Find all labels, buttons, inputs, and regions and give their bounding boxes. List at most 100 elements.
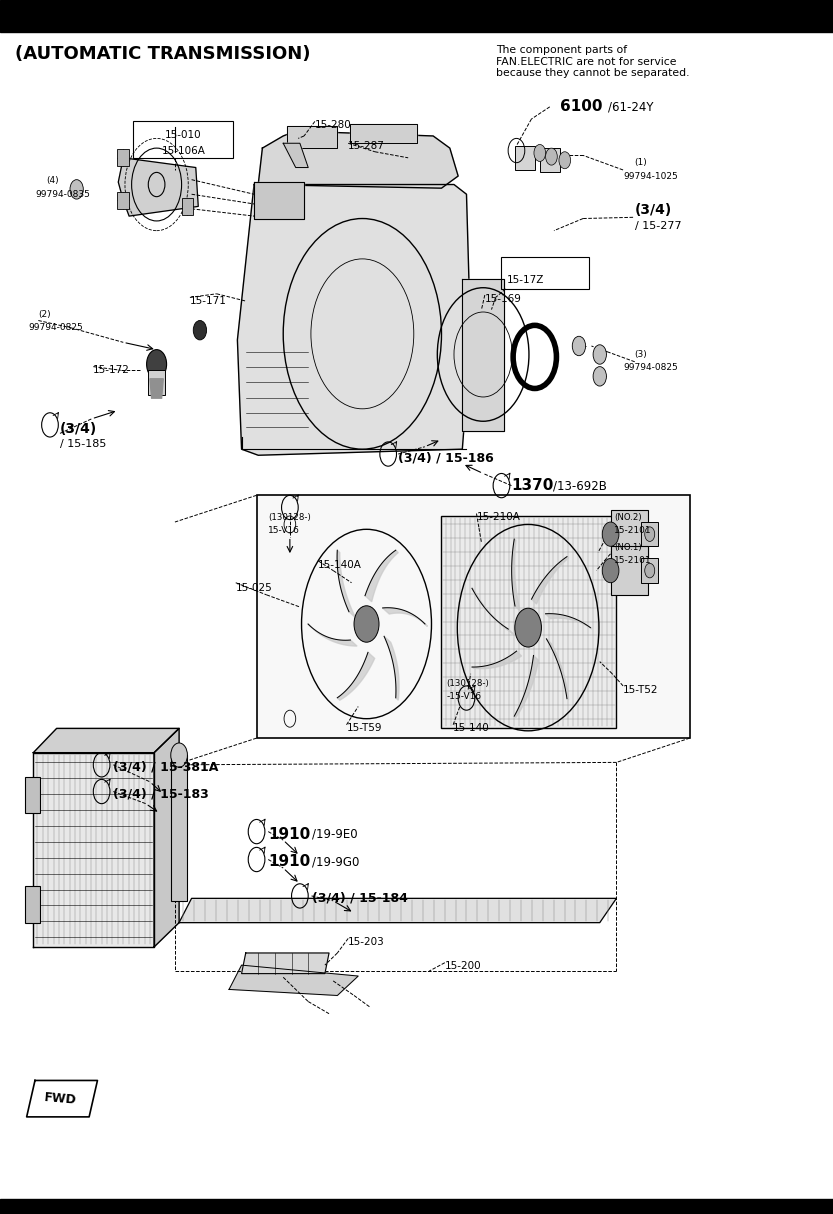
Text: 99794-1025: 99794-1025 — [623, 171, 678, 181]
Polygon shape — [462, 279, 504, 431]
Polygon shape — [258, 131, 458, 188]
Text: FWD: FWD — [43, 1090, 77, 1107]
Polygon shape — [33, 728, 179, 753]
Bar — [117, 192, 129, 209]
Circle shape — [147, 350, 167, 379]
Text: 15-140: 15-140 — [453, 724, 490, 733]
Polygon shape — [511, 539, 520, 611]
Text: -15-V16: -15-V16 — [446, 692, 481, 702]
Circle shape — [559, 152, 571, 169]
Text: 15-17Z: 15-17Z — [506, 276, 544, 285]
Polygon shape — [337, 550, 356, 618]
Text: 15-280: 15-280 — [315, 120, 352, 130]
Text: 6100: 6100 — [560, 100, 602, 114]
Polygon shape — [254, 182, 304, 219]
Circle shape — [515, 608, 541, 647]
Circle shape — [593, 367, 606, 386]
Text: 15-T52: 15-T52 — [623, 685, 659, 694]
Text: (AUTOMATIC TRANSMISSION): (AUTOMATIC TRANSMISSION) — [15, 45, 311, 63]
Circle shape — [534, 144, 546, 161]
Text: 1910: 1910 — [268, 827, 311, 841]
Text: (3/4) / 15-381A: (3/4) / 15-381A — [113, 761, 219, 773]
Text: (3/4): (3/4) — [60, 421, 97, 436]
Bar — [641, 522, 658, 546]
Polygon shape — [33, 753, 154, 947]
Bar — [25, 777, 40, 813]
Text: 1910: 1910 — [268, 855, 311, 869]
Bar — [133, 121, 233, 158]
Text: 15-172: 15-172 — [93, 365, 130, 375]
Polygon shape — [384, 636, 399, 700]
Polygon shape — [350, 124, 416, 143]
Text: 15-210A: 15-210A — [476, 512, 521, 522]
Circle shape — [602, 522, 619, 546]
Bar — [540, 148, 560, 172]
Text: 15-200: 15-200 — [445, 961, 481, 971]
Text: 15-2101: 15-2101 — [614, 556, 651, 566]
Circle shape — [572, 336, 586, 356]
Bar — [441, 516, 616, 728]
Text: 15-T59: 15-T59 — [347, 724, 382, 733]
Bar — [148, 370, 165, 395]
Text: /19-9G0: /19-9G0 — [312, 856, 360, 868]
Circle shape — [354, 606, 379, 642]
Polygon shape — [472, 589, 513, 634]
Bar — [501, 257, 589, 289]
Circle shape — [645, 527, 655, 541]
Bar — [0, 1199, 833, 1214]
Polygon shape — [365, 550, 398, 602]
Circle shape — [546, 148, 557, 165]
Text: 15-287: 15-287 — [348, 141, 385, 151]
Polygon shape — [546, 613, 592, 629]
Bar — [182, 198, 193, 215]
Polygon shape — [154, 728, 179, 947]
Circle shape — [193, 320, 207, 340]
Text: 15-171: 15-171 — [190, 296, 227, 306]
Text: 1370: 1370 — [511, 478, 554, 493]
Polygon shape — [179, 898, 616, 923]
Bar — [0, 0, 833, 32]
Bar — [25, 886, 40, 923]
Text: / 15-277: / 15-277 — [635, 221, 681, 231]
Circle shape — [645, 563, 655, 578]
Circle shape — [70, 180, 83, 199]
Polygon shape — [546, 639, 569, 699]
Text: 99794-0835: 99794-0835 — [35, 189, 90, 199]
Text: / 15-185: / 15-185 — [60, 439, 107, 449]
Polygon shape — [229, 965, 358, 995]
Polygon shape — [242, 953, 329, 974]
Text: 15-169: 15-169 — [485, 294, 521, 304]
Polygon shape — [118, 158, 198, 216]
Bar — [257, 495, 690, 738]
Text: /19-9E0: /19-9E0 — [312, 828, 358, 840]
Polygon shape — [287, 126, 337, 148]
Bar — [641, 558, 658, 583]
Text: 15-140A: 15-140A — [318, 560, 362, 569]
Text: /13-692B: /13-692B — [553, 480, 607, 492]
Polygon shape — [150, 379, 163, 398]
Text: 99794-0825: 99794-0825 — [28, 323, 83, 333]
Circle shape — [593, 345, 606, 364]
Polygon shape — [27, 1080, 97, 1117]
Bar — [117, 149, 129, 166]
Text: (3/4) / 15-183: (3/4) / 15-183 — [113, 788, 209, 800]
Text: 15-025: 15-025 — [236, 583, 272, 592]
Polygon shape — [514, 656, 538, 717]
Text: The component parts of
FAN.ELECTRIC are not for service
because they cannot be s: The component parts of FAN.ELECTRIC are … — [496, 45, 689, 78]
Text: 15-203: 15-203 — [348, 937, 385, 947]
Polygon shape — [337, 652, 375, 700]
Text: (3/4): (3/4) — [635, 203, 672, 217]
Text: (4): (4) — [46, 176, 58, 186]
Text: /61-24Y: /61-24Y — [608, 101, 654, 113]
Text: 15-V16: 15-V16 — [268, 526, 300, 535]
Text: 15-010: 15-010 — [165, 130, 202, 140]
Polygon shape — [382, 608, 427, 626]
Text: 99794-0825: 99794-0825 — [623, 363, 678, 373]
Text: (3/4) / 15-186: (3/4) / 15-186 — [398, 452, 494, 464]
Polygon shape — [237, 185, 471, 455]
Text: (130128-): (130128-) — [446, 679, 489, 688]
Polygon shape — [531, 557, 569, 605]
Bar — [515, 146, 535, 170]
Bar — [611, 546, 648, 595]
Text: 15-2101: 15-2101 — [614, 526, 651, 535]
